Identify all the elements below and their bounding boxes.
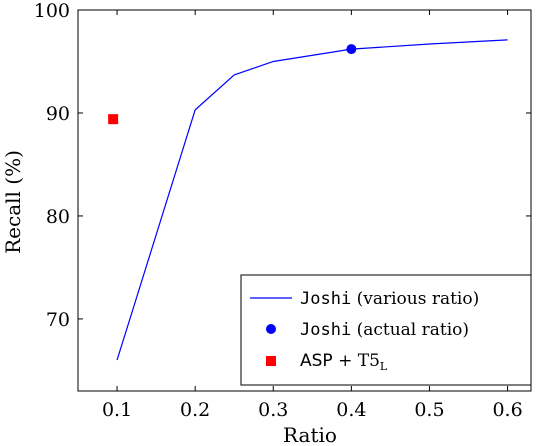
legend-joshi-mono-2: Joshi — [300, 320, 351, 340]
series-line-joshi-various-ratio — [116, 39, 508, 361]
data-point-asp-t5l — [108, 114, 119, 125]
x-tick-label: 0.1 — [102, 399, 132, 421]
y-tick-label: 80 — [46, 206, 70, 228]
x-axis-title: Ratio — [283, 423, 337, 446]
legend-label-asp-t5l: ASP + T5L — [300, 351, 388, 373]
legend-square-swatch — [266, 356, 276, 366]
plot-area: 0.1 0.2 0.3 0.4 0.5 0.6 70 80 90 100 — [34, 0, 532, 421]
legend-label-actual-ratio: Joshi (actual ratio) — [300, 320, 469, 340]
legend-label-various-ratio: Joshi (various ratio) — [300, 289, 479, 309]
legend-joshi-mono-1: Joshi — [300, 289, 351, 309]
x-tick-label: 0.6 — [492, 399, 522, 421]
y-axis-title: Recall (%) — [1, 150, 25, 254]
y-tick-label: 90 — [46, 103, 70, 125]
legend-asp: ASP — [300, 351, 333, 371]
x-tick-label: 0.3 — [258, 399, 288, 421]
x-tick-label: 0.5 — [414, 399, 444, 421]
x-tick-label: 0.2 — [180, 399, 210, 421]
legend-subscript-l: L — [380, 360, 388, 373]
legend-circle-swatch — [266, 324, 276, 334]
legend-plus: + — [333, 351, 358, 371]
y-tick-label: 100 — [34, 0, 70, 22]
legend-various-ratio-rest: (various ratio) — [351, 289, 479, 309]
data-point-joshi-actual-ratio — [346, 44, 357, 55]
y-tick-label: 70 — [46, 309, 70, 331]
legend-box — [240, 274, 532, 386]
x-tick-label: 0.4 — [336, 399, 366, 421]
legend-t5: T5 — [358, 351, 380, 371]
axis-frame — [77, 9, 532, 392]
legend-actual-ratio-rest: (actual ratio) — [351, 320, 469, 340]
legend: Joshi (various ratio) Joshi (actual rati… — [240, 274, 532, 386]
